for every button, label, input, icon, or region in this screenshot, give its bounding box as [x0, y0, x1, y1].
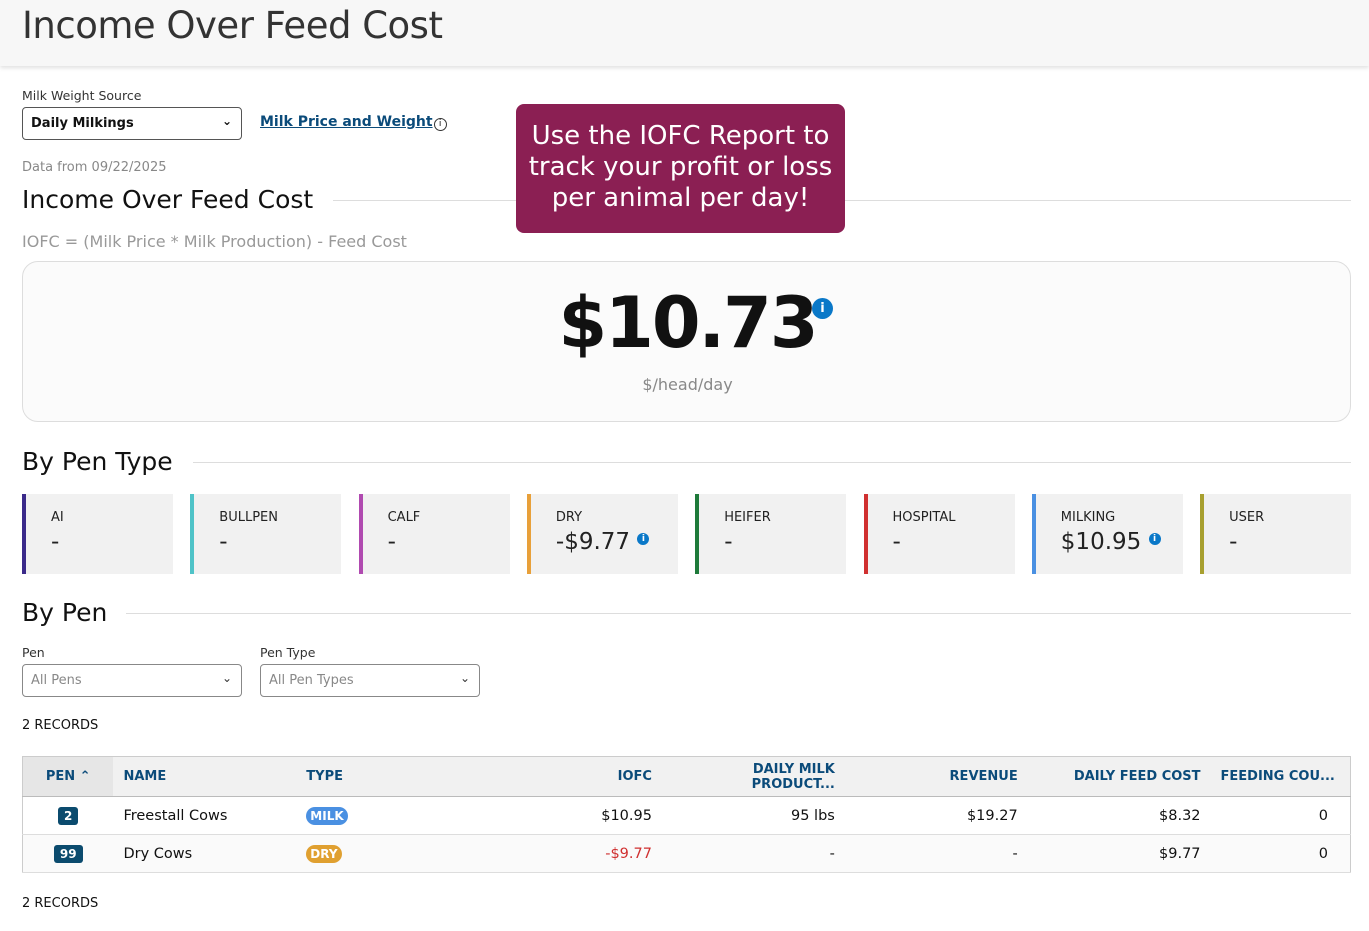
daily-milk-cell: 95 lbs — [661, 796, 845, 835]
revenue-cell: - — [844, 834, 1028, 873]
table-row[interactable]: 2 Freestall Cows MILK $10.95 95 lbs $19.… — [22, 796, 1351, 835]
pen-type-value: $10.95 i — [1061, 529, 1161, 555]
iofc-formula: IOFC = (Milk Price * Milk Production) - … — [22, 232, 407, 251]
pen-type-label: MILKING — [1060, 510, 1116, 525]
milk-weight-source-label: Milk Weight Source — [22, 88, 142, 103]
divider — [126, 613, 1351, 614]
pen-number-badge: 99 — [53, 844, 83, 863]
pen-type-badge: MILK — [306, 806, 348, 825]
pen-type-label: HOSPITAL — [892, 510, 956, 525]
pen-type-value: - — [892, 529, 901, 555]
data-date: Data from 09/22/2025 — [22, 160, 167, 175]
records-count: 2 RECORDS — [22, 718, 99, 733]
info-icon[interactable]: i — [637, 533, 650, 545]
feeding-count-cell: 0 — [1210, 834, 1351, 873]
pen-type-label: HEIFER — [724, 510, 771, 525]
column-header-type[interactable]: TYPE — [296, 756, 480, 797]
pen-type-value: - — [219, 529, 228, 555]
chevron-down-icon: ⌄ — [221, 671, 232, 685]
page-title: Income Over Feed Cost — [22, 4, 443, 47]
pen-type-card-bullpen[interactable]: BULLPEN - — [190, 494, 342, 574]
select-value: Daily Milkings — [31, 116, 134, 131]
select-placeholder: All Pens — [31, 673, 82, 688]
column-header-daily-feed-cost[interactable]: DAILY FEED COST — [1027, 756, 1211, 797]
pen-type-badge: DRY — [306, 844, 342, 863]
feed-cost-cell: $9.77 — [1027, 834, 1211, 873]
milk-weight-source-select[interactable]: Daily Milkings ⌄ — [22, 107, 242, 140]
revenue-cell: $19.27 — [844, 796, 1028, 835]
pen-type-select[interactable]: All Pen Types ⌄ — [260, 664, 480, 697]
pen-type-value: - — [51, 529, 60, 555]
pen-type-card-heifer[interactable]: HEIFER - — [695, 494, 847, 574]
pen-number-badge: 2 — [58, 806, 79, 825]
feed-cost-cell: $8.32 — [1027, 796, 1211, 835]
info-icon[interactable]: i — [1148, 533, 1161, 545]
column-header-name[interactable]: NAME — [113, 756, 297, 797]
column-header-iofc[interactable]: IOFC — [479, 756, 662, 797]
feeding-count-cell: 0 — [1210, 796, 1351, 835]
pen-type-card-user[interactable]: USER - — [1200, 494, 1352, 574]
records-count-footer: 2 RECORDS — [22, 896, 99, 911]
pen-name: Dry Cows — [113, 834, 297, 873]
pen-name: Freestall Cows — [113, 796, 297, 835]
pen-filter-label: Pen — [22, 645, 45, 660]
iofc-cell: $10.95 — [479, 796, 662, 835]
iofc-cell: -$9.77 — [479, 834, 662, 873]
pen-select[interactable]: All Pens ⌄ — [22, 664, 242, 697]
column-header-revenue[interactable]: REVENUE — [844, 756, 1028, 797]
iofc-value: $10.73 — [558, 282, 818, 364]
info-icon[interactable]: i — [812, 298, 833, 319]
info-icon[interactable]: i — [433, 118, 447, 131]
column-header-pen[interactable]: PEN ⌃ — [22, 756, 114, 797]
daily-milk-cell: - — [661, 834, 845, 873]
pen-type-card-ai[interactable]: AI - — [22, 494, 173, 574]
pen-type-label: BULLPEN — [219, 510, 278, 525]
page-header: Income Over Feed Cost — [0, 0, 1369, 66]
iofc-summary-card: $10.73 i $/head/day — [22, 261, 1351, 422]
column-header-feeding-count[interactable]: FEEDING COU... — [1210, 756, 1351, 797]
pens-table: PEN ⌃ NAME TYPE IOFC DAILY MILK PRODUCT.… — [22, 756, 1351, 873]
column-header-daily-milk[interactable]: DAILY MILK PRODUCT... — [661, 756, 845, 797]
pen-type-label: AI — [51, 510, 64, 525]
promo-callout: Use the IOFC Report to track your profit… — [516, 104, 845, 233]
sort-ascending-icon[interactable]: ⌃ — [79, 769, 91, 784]
chevron-down-icon: ⌄ — [221, 114, 232, 128]
pen-type-label: USER — [1229, 510, 1265, 525]
pen-type-value: - — [387, 529, 396, 555]
by-pen-title: By Pen — [22, 598, 108, 627]
iofc-section-title: Income Over Feed Cost — [22, 185, 314, 214]
chevron-down-icon: ⌄ — [459, 671, 470, 685]
by-pen-type-title: By Pen Type — [22, 447, 173, 476]
pen-type-label: CALF — [387, 510, 421, 525]
pen-type-value: - — [724, 529, 733, 555]
pen-type-card-calf[interactable]: CALF - — [358, 494, 510, 574]
pen-type-label: DRY — [555, 510, 583, 525]
pen-type-card-hospital[interactable]: HOSPITAL - — [863, 494, 1015, 574]
pen-type-value: - — [1229, 529, 1238, 555]
divider — [193, 462, 1351, 463]
table-row[interactable]: 99 Dry Cows DRY -$9.77 - - $9.77 0 — [22, 834, 1351, 873]
select-placeholder: All Pen Types — [269, 673, 354, 688]
pen-type-card-dry[interactable]: DRY -$9.77 i — [526, 494, 678, 574]
pen-type-value: -$9.77 i — [556, 529, 650, 555]
iofc-unit: $/head/day — [642, 375, 733, 394]
milk-price-link[interactable]: Milk Price and Weight — [260, 114, 433, 130]
pen-type-card-milking[interactable]: MILKING $10.95 i — [1031, 494, 1183, 574]
pen-type-filter-label: Pen Type — [260, 645, 316, 660]
